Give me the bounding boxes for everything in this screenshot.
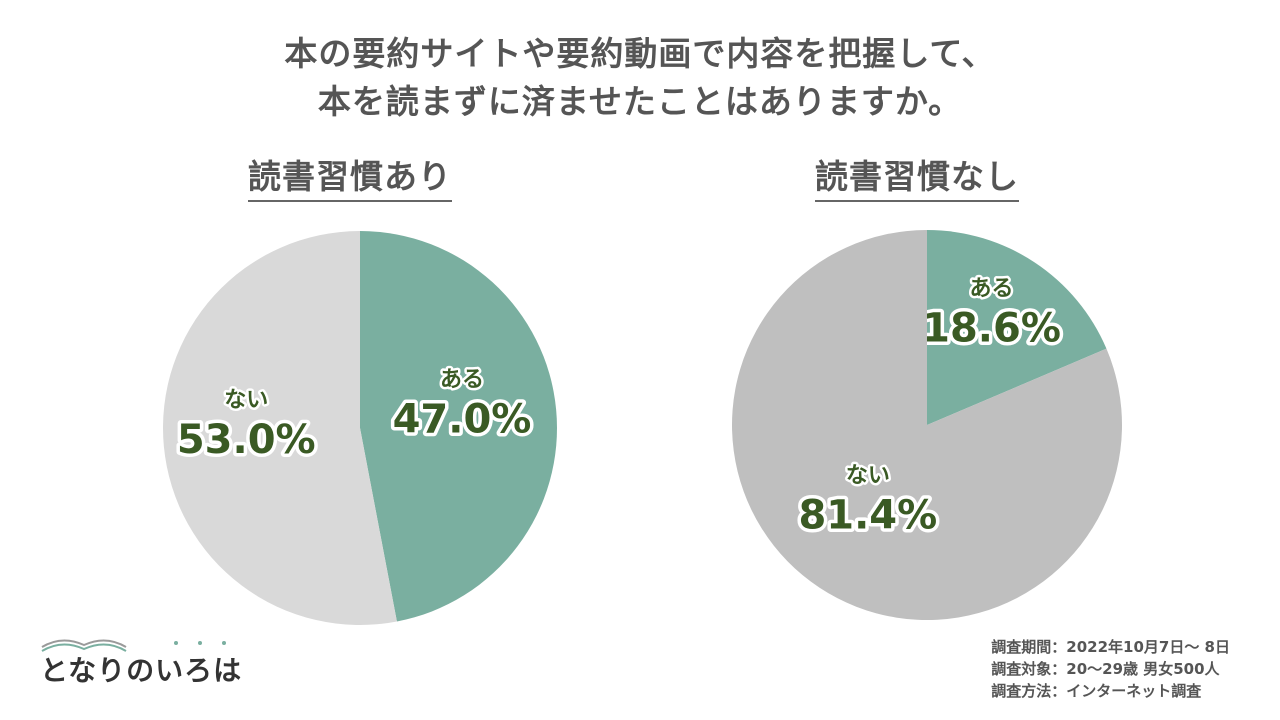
chart-title-line2: 本を読まずに済ませたことはありますか。 xyxy=(317,82,963,121)
chart-title-line1: 本の要約サイトや要約動画で内容を把握して、 xyxy=(284,34,996,73)
brand-logo: となりのいろは xyxy=(40,635,243,690)
survey-method: 調査方法：インターネット調査 xyxy=(991,682,1202,700)
logo-text: となりのいろは xyxy=(40,654,243,687)
pie1-slice-nai xyxy=(162,231,397,626)
pie1-value-aru: 47.0% xyxy=(393,396,532,442)
survey-info: 調査期間：2022年10月7日～ 8日 調査対象：20～29歳 男女500人 調… xyxy=(991,636,1230,702)
pie1-value-nai: 53.0% xyxy=(177,417,316,463)
book-icon xyxy=(41,639,226,652)
pie2-label-aru: ある xyxy=(970,276,1014,301)
pie2-label-nai: ない xyxy=(846,463,890,488)
pie1-label-nai: ない xyxy=(224,388,268,413)
pie1-slice-aru xyxy=(360,231,557,622)
survey-target: 調査対象：20～29歳 男女500人 xyxy=(991,660,1220,678)
survey-period: 調査期間：2022年10月7日～ 8日 xyxy=(991,638,1230,656)
pie2-value-nai: 81.4% xyxy=(798,492,937,538)
chart-title: 本の要約サイトや要約動画で内容を把握して、 本を読まずに済ませたことはありますか… xyxy=(0,30,1280,126)
pie-title-left: 読書習慣あり xyxy=(248,150,452,202)
pie1-label-aru: ある xyxy=(440,367,484,392)
pie2-slice-nai xyxy=(732,230,1122,621)
pie2-slice-aru xyxy=(927,230,1107,425)
pie2-value-aru: 18.6% xyxy=(922,305,1061,351)
pie-title-right: 読書習慣なし xyxy=(815,150,1019,202)
